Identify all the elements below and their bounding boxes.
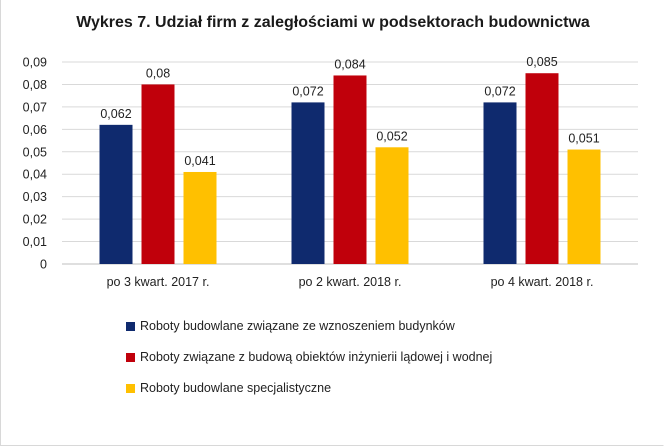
y-tick-label: 0,03 <box>23 190 47 204</box>
bar <box>375 147 409 264</box>
bar <box>183 171 217 264</box>
bar <box>141 84 175 264</box>
data-label: 0,084 <box>334 57 365 71</box>
data-label: 0,072 <box>484 84 515 98</box>
y-tick-label: 0,05 <box>23 145 47 159</box>
bar <box>291 102 325 265</box>
y-tick-label: 0,01 <box>23 235 47 249</box>
data-labels: 0,062 0,08 0,041 0,072 0,084 0,052 0,072 0,085 0… <box>100 55 599 168</box>
y-tick-label: 0,09 <box>23 56 47 70</box>
y-tick-label: 0,06 <box>23 123 47 137</box>
legend-item: Roboty budowlane związane ze wznoszeniem… <box>126 318 492 334</box>
legend-item: Roboty budowlane specjalistyczne <box>126 380 492 396</box>
data-label: 0,052 <box>376 129 407 143</box>
data-label: 0,062 <box>100 107 131 121</box>
bars <box>99 73 601 265</box>
legend-swatch <box>126 321 135 331</box>
category-label: po 2 kwart. 2018 r. <box>299 275 402 289</box>
y-tick-label: 0 <box>40 258 47 272</box>
bar <box>483 102 517 265</box>
y-tick-label: 0,02 <box>23 213 47 227</box>
legend-swatch <box>126 352 135 362</box>
chart-title: Wykres 7. Udział firm z zaległościami w … <box>76 14 590 31</box>
legend-label: Roboty budowlane związane ze wznoszeniem… <box>140 319 455 333</box>
legend-swatch <box>126 383 135 393</box>
bar <box>567 149 601 264</box>
category-label: po 4 kwart. 2018 r. <box>491 275 594 289</box>
data-label: 0,072 <box>292 84 323 98</box>
y-tick-label: 0,08 <box>23 78 47 92</box>
data-label: 0,041 <box>184 154 215 168</box>
legend: Roboty budowlane związane ze wznoszeniem… <box>126 318 492 411</box>
data-label: 0,08 <box>146 66 170 80</box>
y-tick-label: 0,04 <box>23 168 47 182</box>
legend-label: Roboty budowlane specjalistyczne <box>140 381 332 395</box>
category-label: po 3 kwart. 2017 r. <box>107 275 210 289</box>
bar <box>333 75 367 264</box>
data-label: 0,051 <box>568 132 599 146</box>
data-label: 0,085 <box>526 55 557 69</box>
bar <box>99 124 133 264</box>
x-axis-categories: po 3 kwart. 2017 r. po 2 kwart. 2018 r. po… <box>107 275 594 289</box>
y-tick-label: 0,07 <box>23 100 47 114</box>
y-axis-ticks: 0 0,01 0,02 0,03 0,04 0,05 0,06 0,07 0,08 0,09 <box>23 56 47 272</box>
legend-item: Roboty związane z budową obiektów inżyni… <box>126 349 492 365</box>
bar <box>525 73 559 264</box>
legend-label: Roboty związane z budową obiektów inżyni… <box>140 350 493 364</box>
